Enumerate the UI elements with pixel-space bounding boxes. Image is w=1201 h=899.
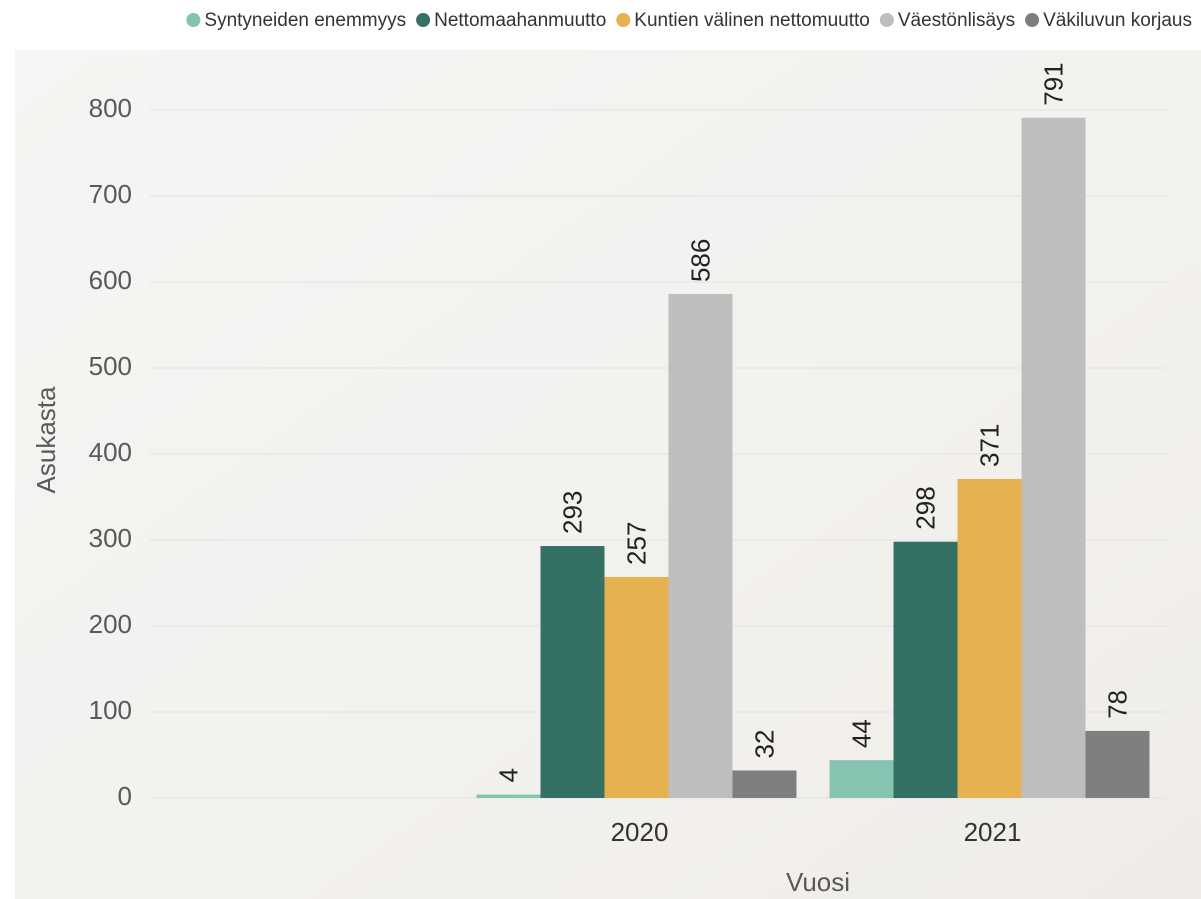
bar xyxy=(1021,117,1086,799)
legend-label: Kuntien välinen nettomuutto xyxy=(634,10,870,31)
value-label: 371 xyxy=(974,424,1004,467)
value-label: 44 xyxy=(846,719,876,748)
value-label: 293 xyxy=(557,491,587,534)
y-tick-label: 400 xyxy=(89,437,132,467)
legend-marker xyxy=(616,13,631,27)
value-label: 586 xyxy=(685,239,715,282)
y-tick-label: 0 xyxy=(118,781,132,811)
legend-label: Syntyneiden enemmyys xyxy=(204,10,406,31)
y-tick-label: 800 xyxy=(89,93,132,123)
legend-marker xyxy=(186,13,201,27)
x-tick-label: 2020 xyxy=(611,817,669,847)
value-label: 4 xyxy=(493,768,523,782)
bar xyxy=(604,576,669,798)
legend-marker xyxy=(879,13,894,27)
value-label: 78 xyxy=(1102,690,1132,719)
y-tick-label: 700 xyxy=(89,179,132,209)
bar xyxy=(957,478,1022,798)
bar xyxy=(668,294,733,798)
y-tick-label: 200 xyxy=(89,609,132,639)
value-label: 32 xyxy=(749,730,779,759)
bar xyxy=(1085,730,1150,798)
value-label: 257 xyxy=(621,522,651,565)
legend-label: Väestönlisäys xyxy=(898,10,1015,31)
value-label: 298 xyxy=(910,486,940,529)
bar xyxy=(476,794,541,798)
y-tick-label: 600 xyxy=(89,265,132,295)
y-tick-label: 500 xyxy=(89,351,132,381)
y-tick-label: 300 xyxy=(89,523,132,553)
y-axis-label: Asukasta xyxy=(31,386,61,493)
y-tick-label: 100 xyxy=(89,695,132,725)
legend-marker xyxy=(416,13,431,27)
x-axis-label: Vuosi xyxy=(786,867,850,897)
legend-label: Nettomaahanmuutto xyxy=(434,10,606,31)
legend-marker xyxy=(1025,13,1040,27)
legend-label: Väkiluvun korjaus xyxy=(1043,10,1192,31)
value-label: 791 xyxy=(1038,62,1068,105)
bar xyxy=(732,770,797,798)
x-tick-label: 2021 xyxy=(964,817,1022,847)
bar xyxy=(829,760,894,798)
bar xyxy=(540,546,605,798)
bar xyxy=(893,541,958,798)
